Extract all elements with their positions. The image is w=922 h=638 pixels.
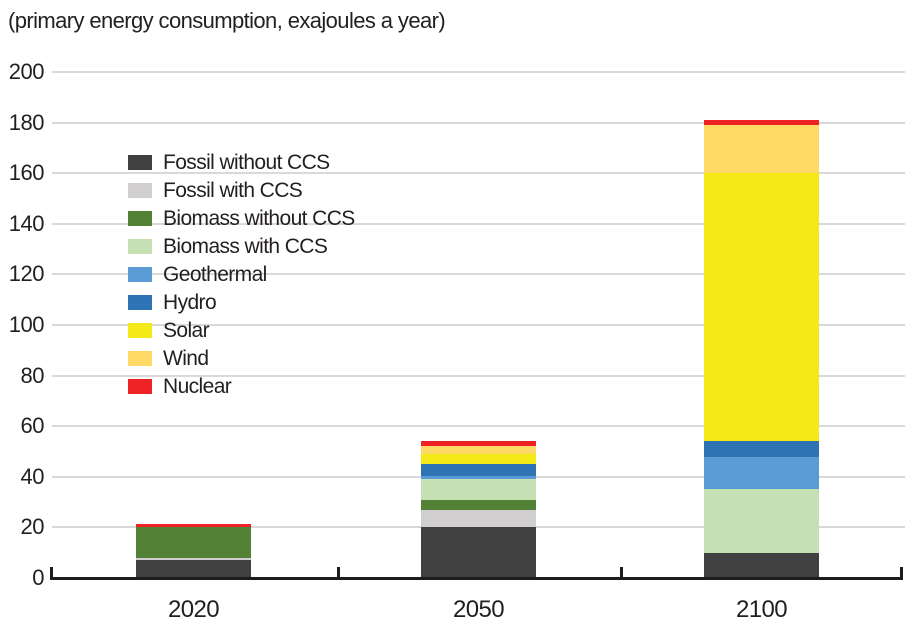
legend-swatch-icon bbox=[128, 322, 152, 338]
y-axis-tick-label: 120 bbox=[8, 261, 45, 287]
legend-label: Biomass with CCS bbox=[163, 234, 328, 258]
legend-item-biomass-without-ccs: Biomass without CCS bbox=[128, 204, 355, 232]
legend-swatch-icon bbox=[128, 294, 152, 310]
bar-segment-2020-nuclear bbox=[136, 523, 251, 528]
bar-segment-2050-fossil-without-ccs bbox=[421, 527, 536, 578]
bar-segment-2100-solar bbox=[704, 173, 819, 442]
bar-segment-2100-hydro bbox=[704, 441, 819, 457]
chart-title: (primary energy consumption, exajoules a… bbox=[8, 8, 446, 33]
legend-item-hydro: Hydro bbox=[128, 288, 355, 316]
x-axis-tick bbox=[900, 567, 903, 578]
y-axis-tick-label: 160 bbox=[8, 160, 45, 186]
y-axis-tick-label: 100 bbox=[8, 312, 45, 337]
legend-label: Solar bbox=[163, 318, 210, 342]
legend-item-wind: Wind bbox=[128, 344, 355, 372]
gridline-y100 bbox=[52, 324, 905, 326]
bar-segment-2050-hydro bbox=[421, 464, 536, 476]
bar-segment-2020-fossil-with-ccs bbox=[136, 557, 251, 561]
gridline-y200 bbox=[52, 71, 905, 73]
y-axis-tick-label: 80 bbox=[20, 362, 45, 388]
legend-swatch-icon bbox=[128, 378, 152, 394]
bar-segment-2100-fossil-without-ccs bbox=[704, 552, 819, 578]
x-axis-tick bbox=[50, 567, 53, 578]
bar-segment-2050-geothermal bbox=[421, 475, 536, 480]
bar-segment-2100-wind bbox=[704, 125, 819, 174]
legend: Fossil without CCS Fossil with CCS Biomass… bbox=[128, 148, 355, 400]
x-axis-tick bbox=[337, 567, 340, 578]
bar-segment-2100-geothermal bbox=[704, 456, 819, 490]
legend-item-geothermal: Geothermal bbox=[128, 260, 355, 288]
bar-segment-2050-fossil-with-ccs bbox=[421, 509, 536, 528]
legend-label: Biomass without CCS bbox=[163, 206, 355, 230]
bar-segment-2050-biomass-with-ccs bbox=[421, 479, 536, 500]
bar-segment-2100-biomass-with-ccs bbox=[704, 489, 819, 553]
legend-item-fossil-without-ccs: Fossil without CCS bbox=[128, 148, 355, 176]
gridline-y60 bbox=[52, 425, 905, 428]
gridline-y180 bbox=[52, 121, 905, 124]
legend-swatch-icon bbox=[128, 238, 152, 254]
legend-item-nuclear: Nuclear bbox=[128, 372, 355, 400]
bar-segment-2050-wind bbox=[421, 446, 536, 455]
gridline-y160 bbox=[52, 172, 905, 175]
bar-segment-2050-biomass-without-ccs bbox=[421, 499, 536, 510]
bar-segment-2100-nuclear bbox=[704, 120, 819, 126]
gridline-y80 bbox=[52, 374, 905, 377]
bar-segment-2020-fossil-without-ccs bbox=[136, 560, 251, 578]
y-axis-tick-label: 60 bbox=[20, 413, 45, 439]
y-axis-tick-label: 40 bbox=[20, 463, 45, 489]
bar-segment-2050-nuclear bbox=[421, 441, 536, 447]
legend-item-solar: Solar bbox=[128, 316, 355, 344]
bar-segment-2020-biomass-without-ccs bbox=[136, 527, 251, 558]
x-axis-tick-label: 2050 bbox=[453, 596, 505, 623]
legend-swatch-icon bbox=[128, 154, 152, 170]
y-axis-tick-label: 0 bbox=[32, 565, 44, 590]
legend-swatch-icon bbox=[128, 350, 152, 366]
y-axis-tick-label: 140 bbox=[8, 210, 45, 236]
gridline-y140 bbox=[52, 222, 905, 225]
legend-item-fossil-with-ccs: Fossil with CCS bbox=[128, 176, 355, 204]
legend-item-biomass-with-ccs: Biomass with CCS bbox=[128, 232, 355, 260]
legend-label: Geothermal bbox=[163, 262, 267, 286]
y-axis-tick-label: 180 bbox=[8, 109, 45, 135]
x-axis-line bbox=[50, 577, 903, 580]
legend-label: Wind bbox=[163, 346, 209, 370]
legend-label: Fossil without CCS bbox=[163, 150, 330, 174]
y-axis-tick-label: 200 bbox=[8, 59, 45, 84]
legend-label: Nuclear bbox=[163, 374, 232, 398]
legend-swatch-icon bbox=[128, 182, 152, 198]
x-axis-tick-label: 2020 bbox=[168, 596, 220, 623]
gridline-y120 bbox=[52, 273, 905, 276]
x-axis-tick-label: 2100 bbox=[736, 596, 788, 623]
legend-label: Fossil with CCS bbox=[163, 178, 303, 202]
x-axis-tick bbox=[620, 567, 623, 578]
legend-swatch-icon bbox=[128, 210, 152, 226]
legend-label: Hydro bbox=[163, 290, 217, 314]
y-axis-tick-label: 20 bbox=[20, 514, 45, 540]
bar-segment-2050-solar bbox=[421, 454, 536, 465]
legend-swatch-icon bbox=[128, 266, 152, 282]
